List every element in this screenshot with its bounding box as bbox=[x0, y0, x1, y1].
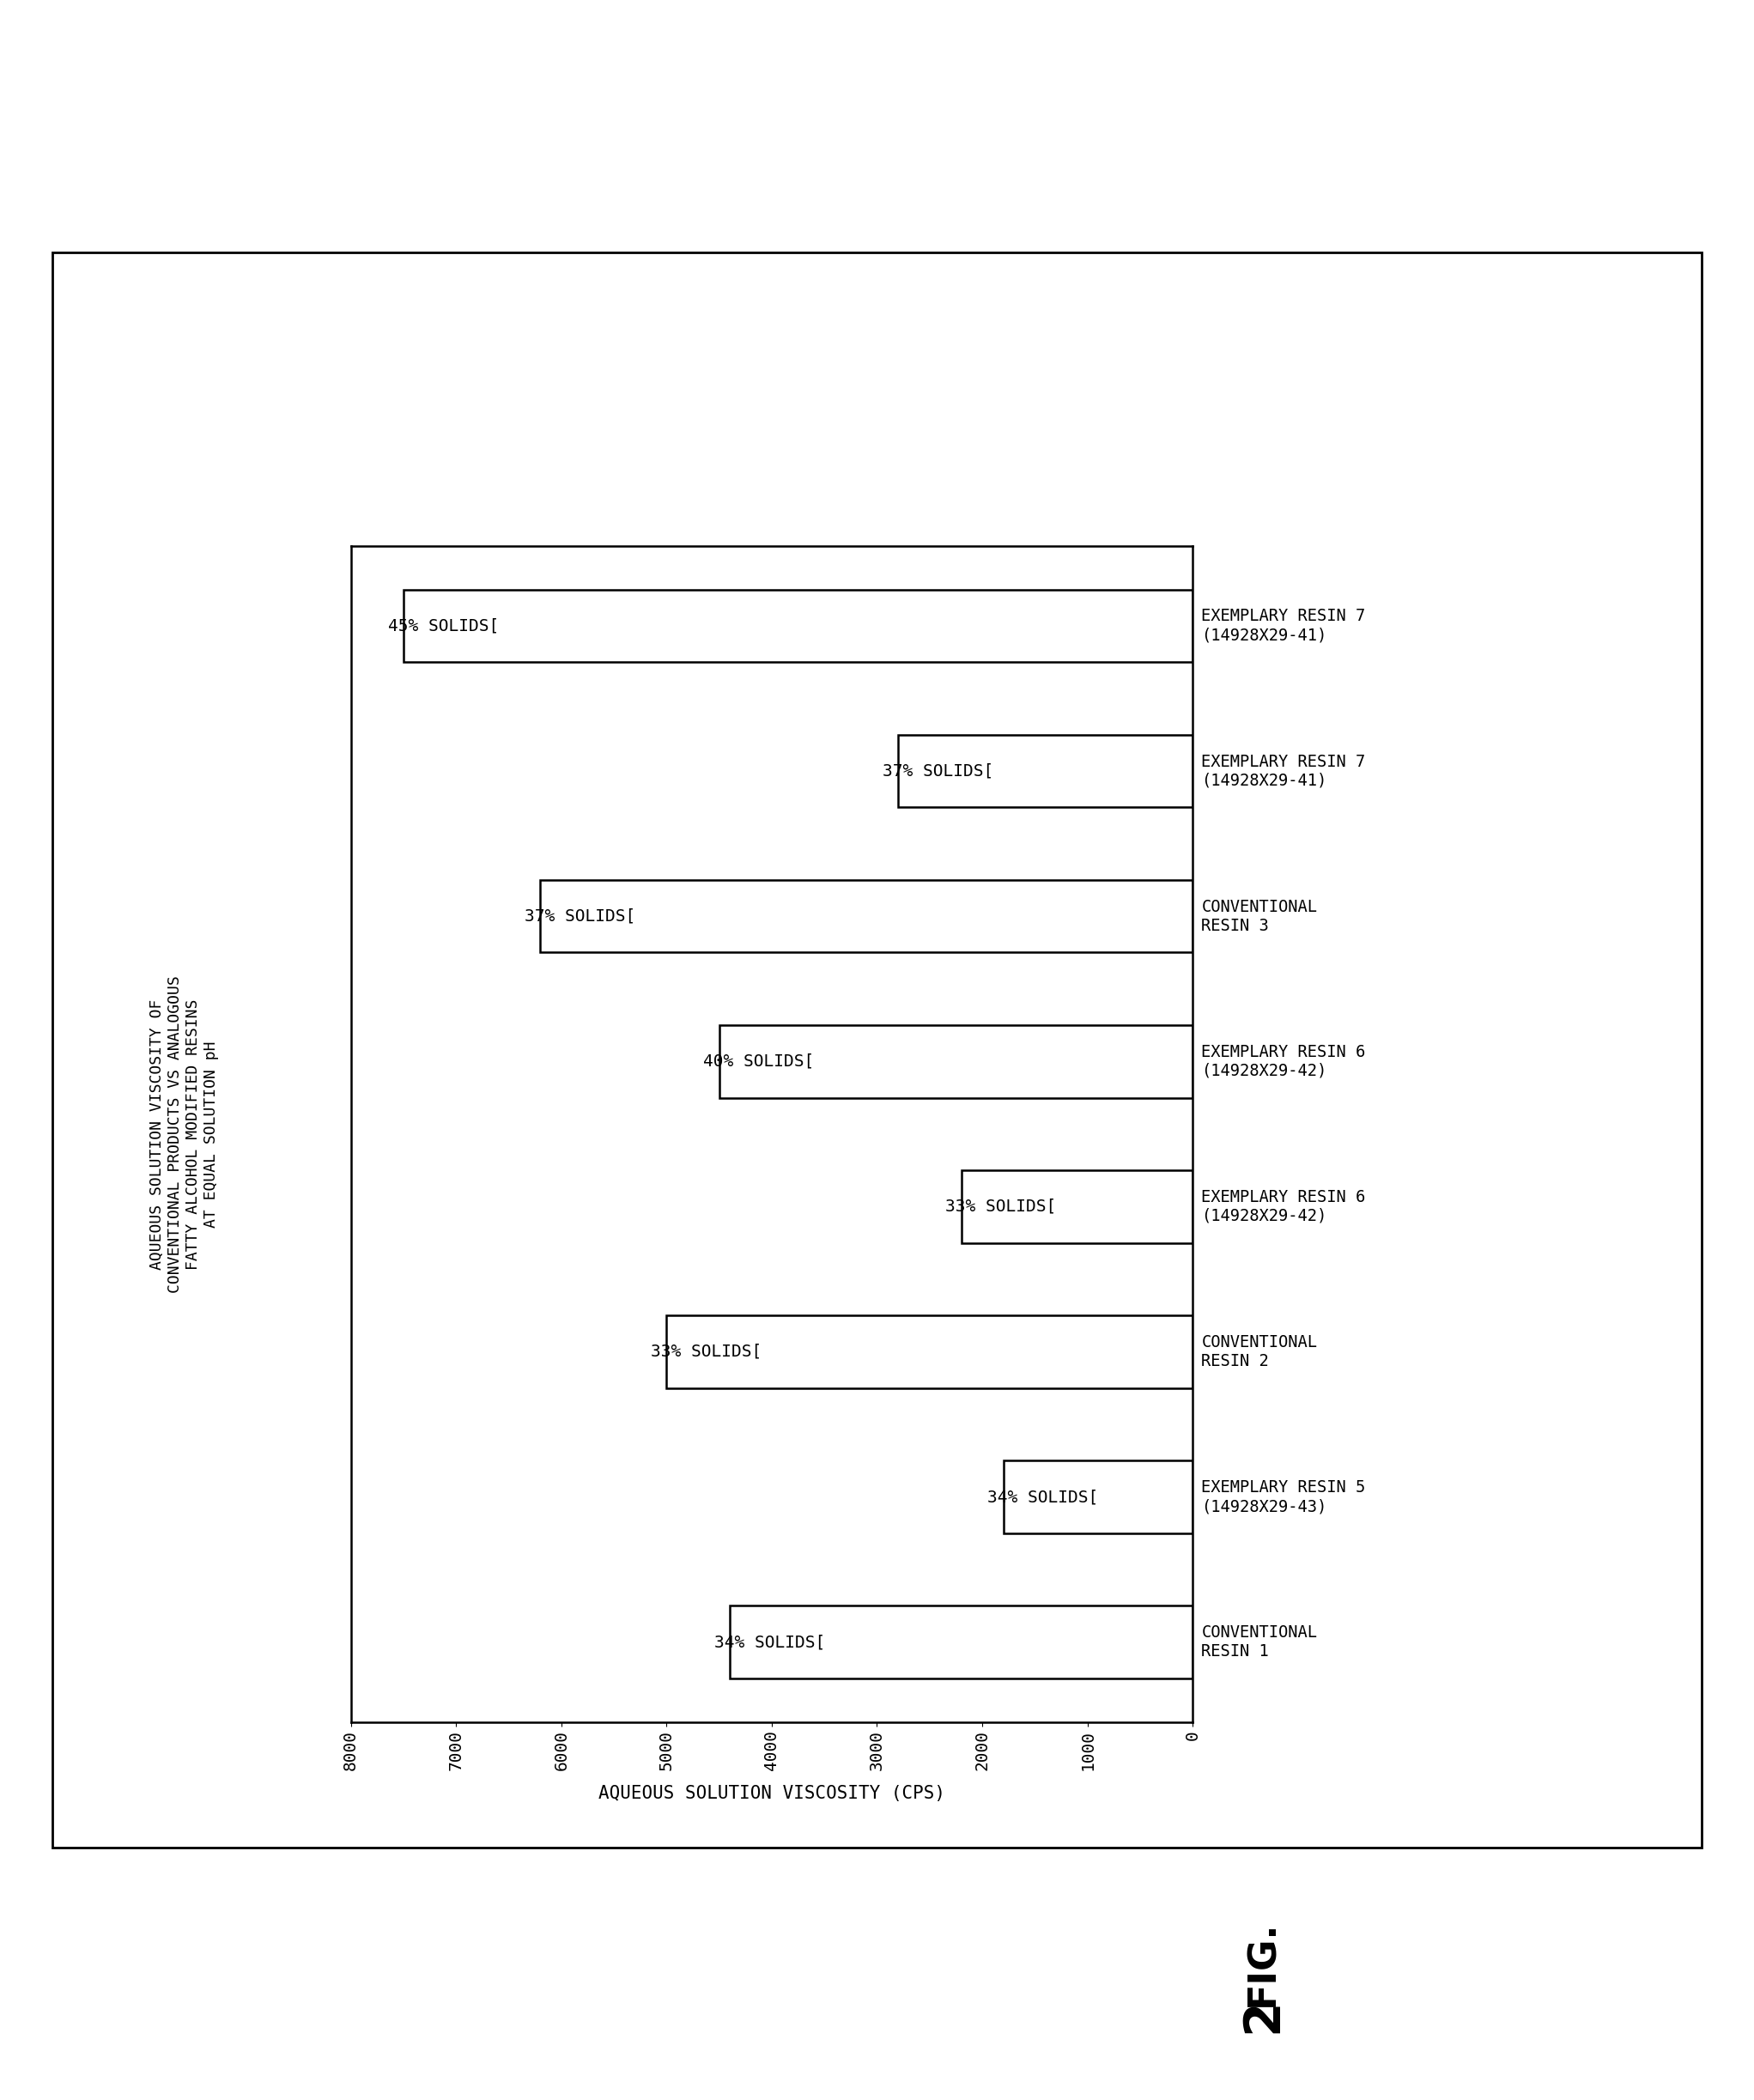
Bar bbox=[540, 880, 1193, 953]
Text: EXEMPLARY RESIN 7
(14928X29-41): EXEMPLARY RESIN 7 (14928X29-41) bbox=[1201, 754, 1366, 790]
Text: 45% SOLIDS[: 45% SOLIDS[ bbox=[388, 617, 498, 634]
Text: 34% SOLIDS[: 34% SOLIDS[ bbox=[988, 1489, 1098, 1506]
Text: 34% SOLIDS[: 34% SOLIDS[ bbox=[714, 1634, 824, 1651]
Bar bbox=[898, 735, 1193, 806]
Bar bbox=[667, 1315, 1193, 1388]
Text: EXEMPLARY RESIN 6
(14928X29-42): EXEMPLARY RESIN 6 (14928X29-42) bbox=[1201, 1044, 1366, 1079]
Text: EXEMPLARY RESIN 7
(14928X29-41): EXEMPLARY RESIN 7 (14928X29-41) bbox=[1201, 609, 1366, 643]
Text: CONVENTIONAL
RESIN 3: CONVENTIONAL RESIN 3 bbox=[1201, 899, 1317, 935]
Text: CONVENTIONAL
RESIN 2: CONVENTIONAL RESIN 2 bbox=[1201, 1334, 1317, 1369]
Text: 33% SOLIDS[: 33% SOLIDS[ bbox=[651, 1344, 761, 1361]
X-axis label: AQUEOUS SOLUTION VISCOSITY (CPS): AQUEOUS SOLUTION VISCOSITY (CPS) bbox=[598, 1785, 945, 1802]
Text: 2: 2 bbox=[1238, 1999, 1287, 2033]
Bar bbox=[1003, 1462, 1193, 1533]
Bar bbox=[730, 1607, 1193, 1678]
Text: FIG.: FIG. bbox=[1244, 1919, 1282, 2008]
Text: CONVENTIONAL
RESIN 1: CONVENTIONAL RESIN 1 bbox=[1201, 1625, 1317, 1659]
Text: 40% SOLIDS[: 40% SOLIDS[ bbox=[703, 1054, 814, 1069]
Text: 37% SOLIDS[: 37% SOLIDS[ bbox=[882, 762, 993, 779]
Text: 37% SOLIDS[: 37% SOLIDS[ bbox=[524, 907, 635, 924]
Bar bbox=[961, 1170, 1193, 1243]
Text: 33% SOLIDS[: 33% SOLIDS[ bbox=[945, 1199, 1056, 1214]
Bar bbox=[719, 1025, 1193, 1098]
Text: EXEMPLARY RESIN 6
(14928X29-42): EXEMPLARY RESIN 6 (14928X29-42) bbox=[1201, 1189, 1366, 1224]
Bar bbox=[403, 590, 1193, 662]
Text: AQUEOUS SOLUTION VISCOSITY OF
CONVENTIONAL PRODUCTS VS ANALOGOUS
FATTY ALCOHOL M: AQUEOUS SOLUTION VISCOSITY OF CONVENTION… bbox=[149, 974, 219, 1294]
Text: EXEMPLARY RESIN 5
(14928X29-43): EXEMPLARY RESIN 5 (14928X29-43) bbox=[1201, 1478, 1366, 1514]
